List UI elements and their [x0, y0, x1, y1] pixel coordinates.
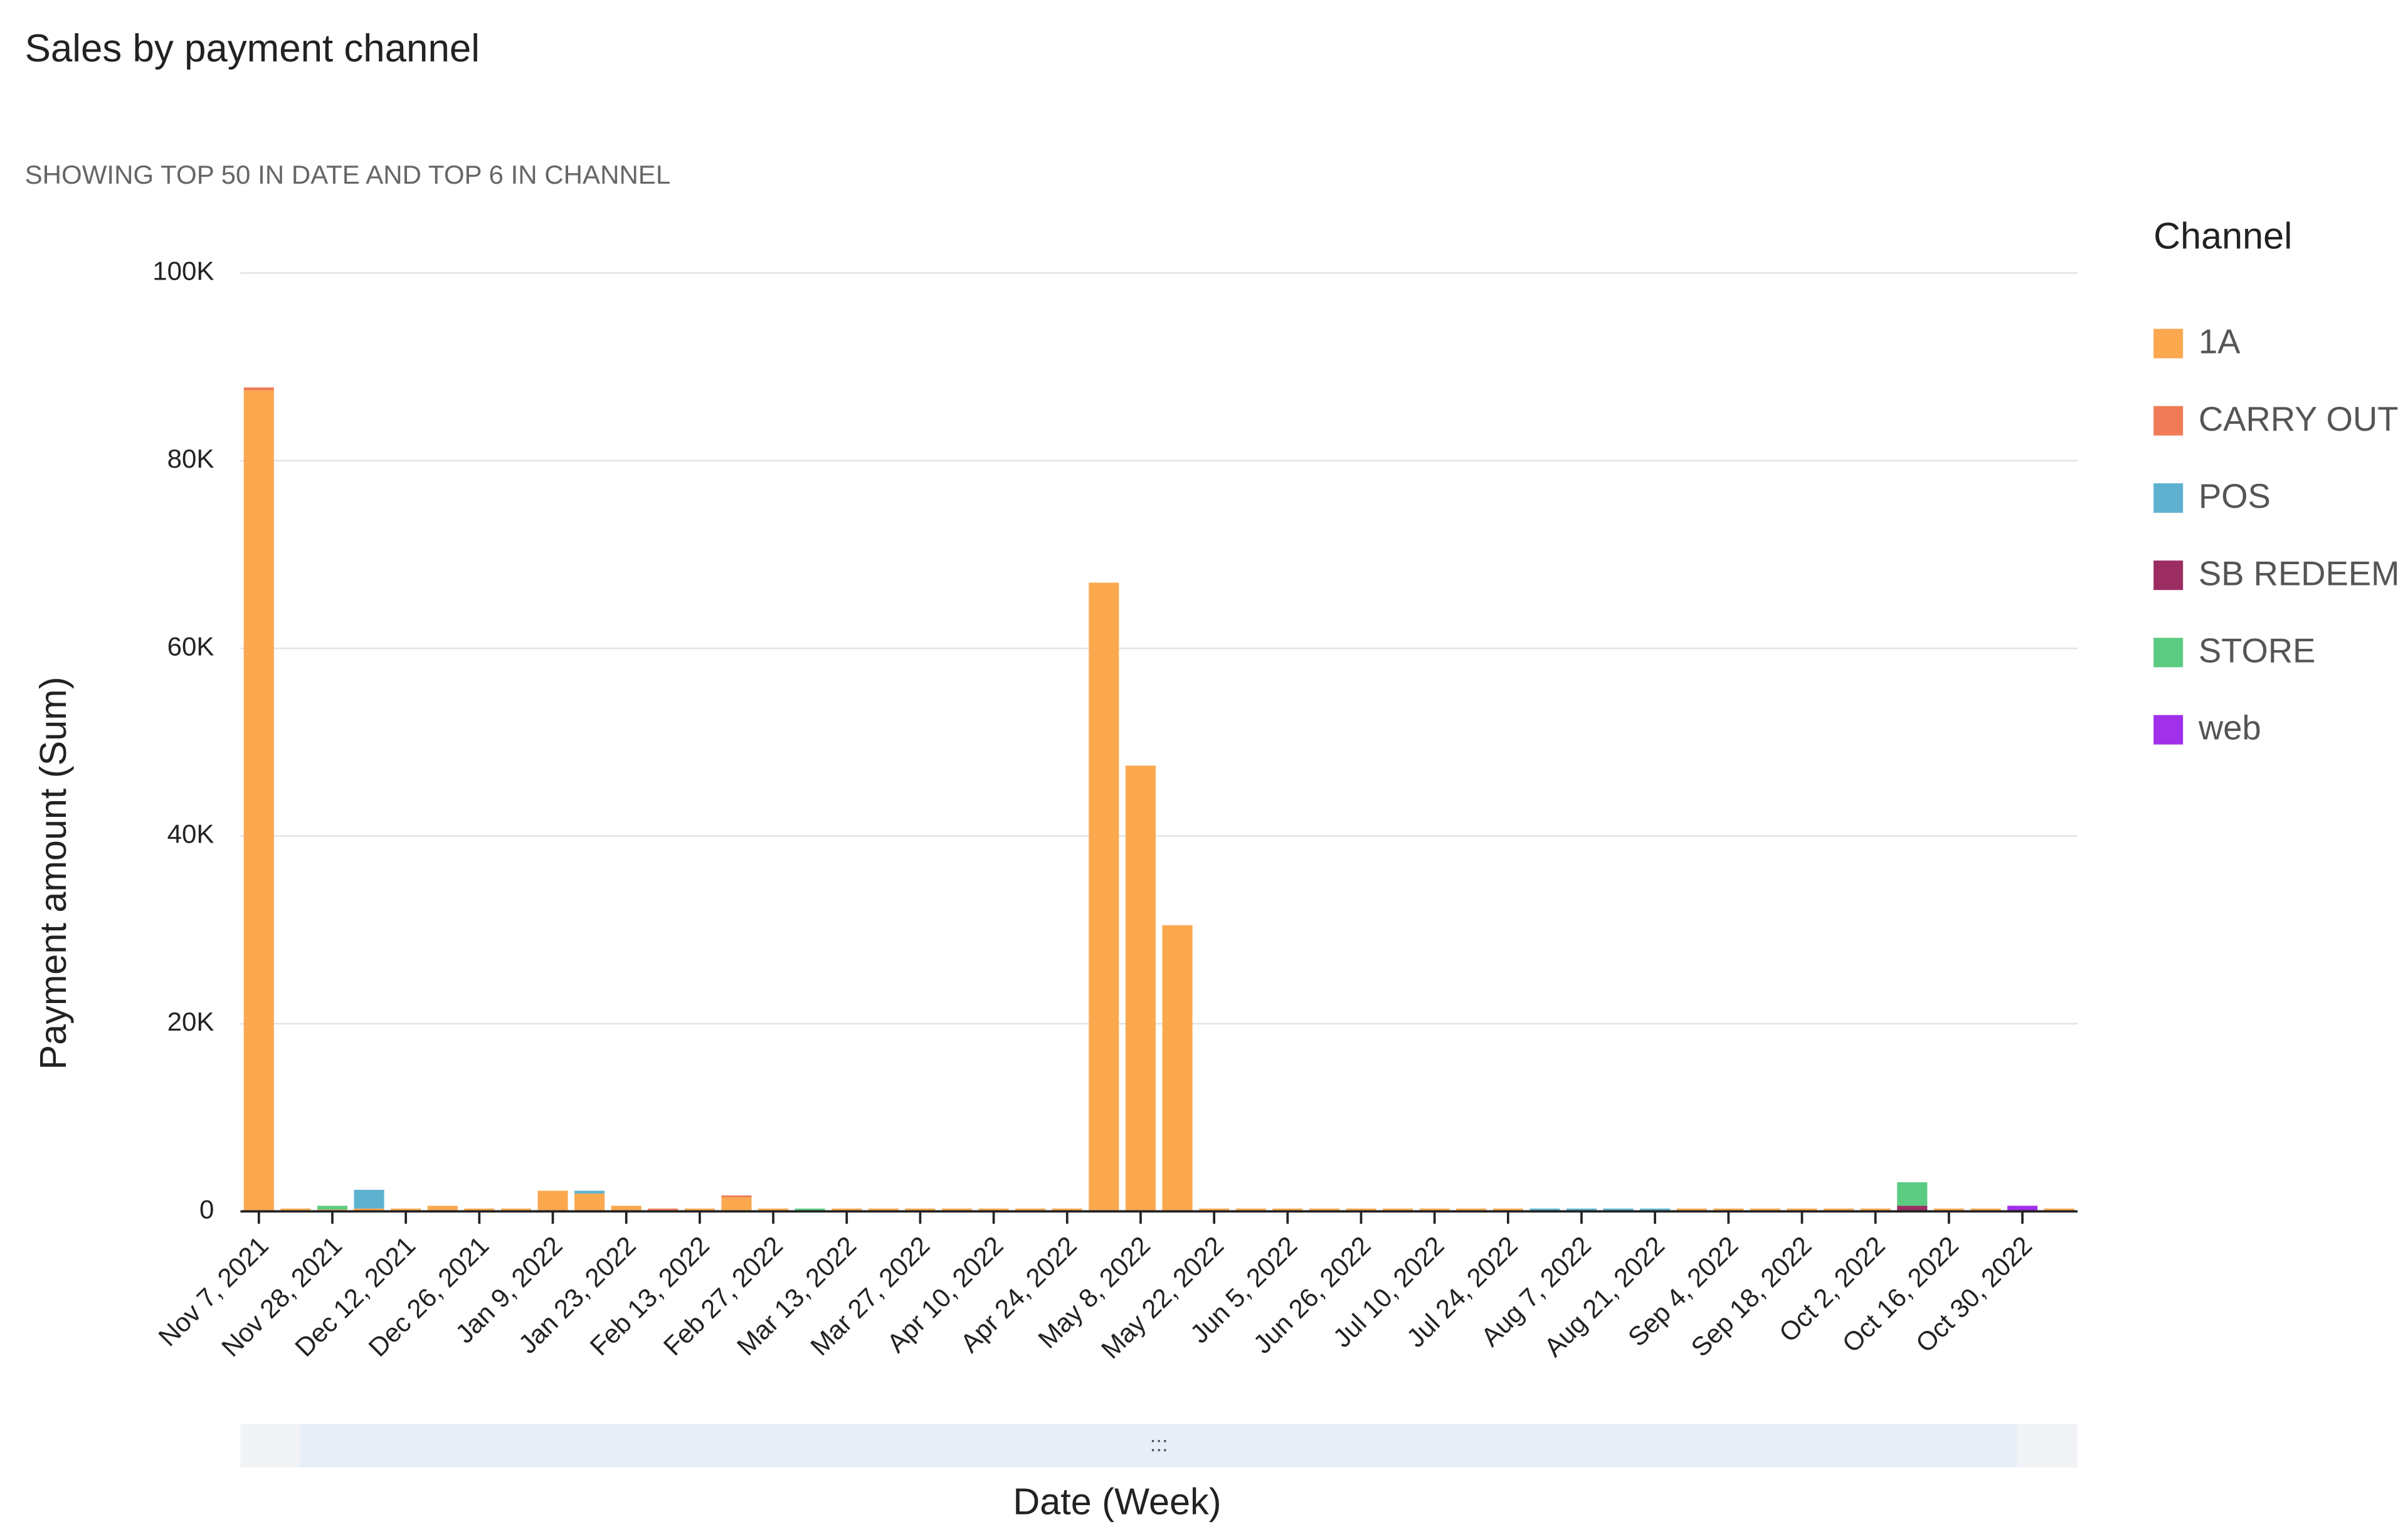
bar-segment: [611, 1206, 642, 1212]
bar-segment: [905, 1208, 936, 1212]
bar-segment: [243, 387, 274, 391]
bar-segment: [2007, 1206, 2038, 1212]
bar-segment: [1383, 1208, 1413, 1212]
bar-segment: [1125, 765, 1156, 1212]
x-axis-title: Date (Week): [1013, 1481, 1221, 1523]
bar-segment: [1824, 1208, 1854, 1212]
bar-segment: [1272, 1208, 1303, 1212]
bar-segment: [1162, 925, 1193, 1212]
bar-segment: [574, 1190, 605, 1194]
legend-label: STORE: [2199, 632, 2316, 670]
legend-title: Channel: [2153, 215, 2292, 257]
bar-segment: [243, 390, 274, 1212]
legend-swatch[interactable]: [2153, 638, 2184, 668]
y-tick-label: 40K: [167, 819, 214, 849]
bar-segment: [648, 1208, 679, 1212]
y-tick-label: 80K: [167, 444, 214, 473]
bar-segment: [721, 1197, 752, 1212]
legend-swatch[interactable]: [2153, 715, 2184, 745]
legend-label: POS: [2199, 477, 2271, 515]
bar-segment: [795, 1208, 825, 1212]
bar-segment: [1640, 1208, 1671, 1212]
bar-segment: [1933, 1208, 1964, 1212]
bar-segment: [1199, 1208, 1230, 1212]
bar-segment: [354, 1189, 384, 1209]
bar-segment: [1787, 1208, 1817, 1212]
bar-segment: [1676, 1208, 1707, 1212]
legend-label: web: [2198, 709, 2261, 747]
bar-segment: [1052, 1208, 1082, 1212]
chart-subtitle: SHOWING TOP 50 IN DATE AND TOP 6 IN CHAN…: [25, 160, 671, 189]
legend-swatch[interactable]: [2153, 560, 2184, 591]
bar-segment: [1346, 1208, 1376, 1212]
legend-label: SB REDEEM: [2199, 554, 2400, 592]
bar-segment: [941, 1208, 973, 1212]
bar-segment: [684, 1208, 715, 1212]
bar-segment: [868, 1208, 899, 1212]
bar-segment: [832, 1208, 862, 1212]
bar-segment: [2044, 1208, 2074, 1212]
y-axis-title: Payment amount (Sum): [32, 676, 74, 1069]
bar-segment: [1015, 1208, 1046, 1212]
bar-segment: [1419, 1208, 1450, 1212]
bar-segment: [1529, 1208, 1560, 1212]
bar-segment: [1897, 1182, 1928, 1206]
bar-segment: [1713, 1208, 1744, 1212]
y-tick-label: 20K: [167, 1007, 214, 1036]
bar-segment: [1456, 1208, 1487, 1212]
bar-segment: [1860, 1208, 1891, 1212]
legend-swatch[interactable]: [2153, 328, 2184, 359]
bar-segment: [1235, 1208, 1266, 1212]
scrollbar-left-handle[interactable]: [240, 1424, 300, 1468]
bar-segment: [537, 1190, 568, 1212]
bar-segment: [500, 1208, 531, 1212]
y-tick-label: 60K: [167, 631, 214, 661]
bar-segment: [317, 1206, 348, 1210]
bar-segment: [574, 1193, 605, 1212]
bar-segment: [978, 1208, 1009, 1212]
bar-segment: [1897, 1206, 1928, 1212]
bar-segment: [1566, 1208, 1597, 1212]
y-tick-label: 100K: [152, 256, 214, 286]
chart-title: Sales by payment channel: [25, 27, 480, 70]
bar-segment: [1750, 1208, 1780, 1212]
scrollbar[interactable]: [240, 1424, 2078, 1468]
bar-segment: [758, 1208, 789, 1212]
bar-segment: [280, 1208, 311, 1212]
bar-segment: [1970, 1208, 2001, 1212]
bar-segment: [354, 1208, 384, 1212]
legend-label: 1A: [2199, 323, 2241, 361]
bar-segment: [427, 1206, 458, 1212]
y-tick-label: 0: [199, 1194, 214, 1224]
scrollbar-right-handle[interactable]: [2017, 1424, 2078, 1468]
legend-label: CARRY OUT: [2199, 400, 2399, 438]
bar-segment: [464, 1208, 495, 1212]
bar-segment: [721, 1195, 752, 1197]
bar-segment: [391, 1208, 421, 1212]
bar-segment: [1603, 1208, 1634, 1212]
legend-swatch[interactable]: [2153, 406, 2184, 436]
bar-segment: [1309, 1208, 1339, 1212]
bar-segment: [1089, 582, 1119, 1212]
bar-segment: [1492, 1208, 1523, 1212]
scrollbar-grip[interactable]: :::: [1150, 1432, 1168, 1456]
legend-swatch[interactable]: [2153, 483, 2184, 513]
